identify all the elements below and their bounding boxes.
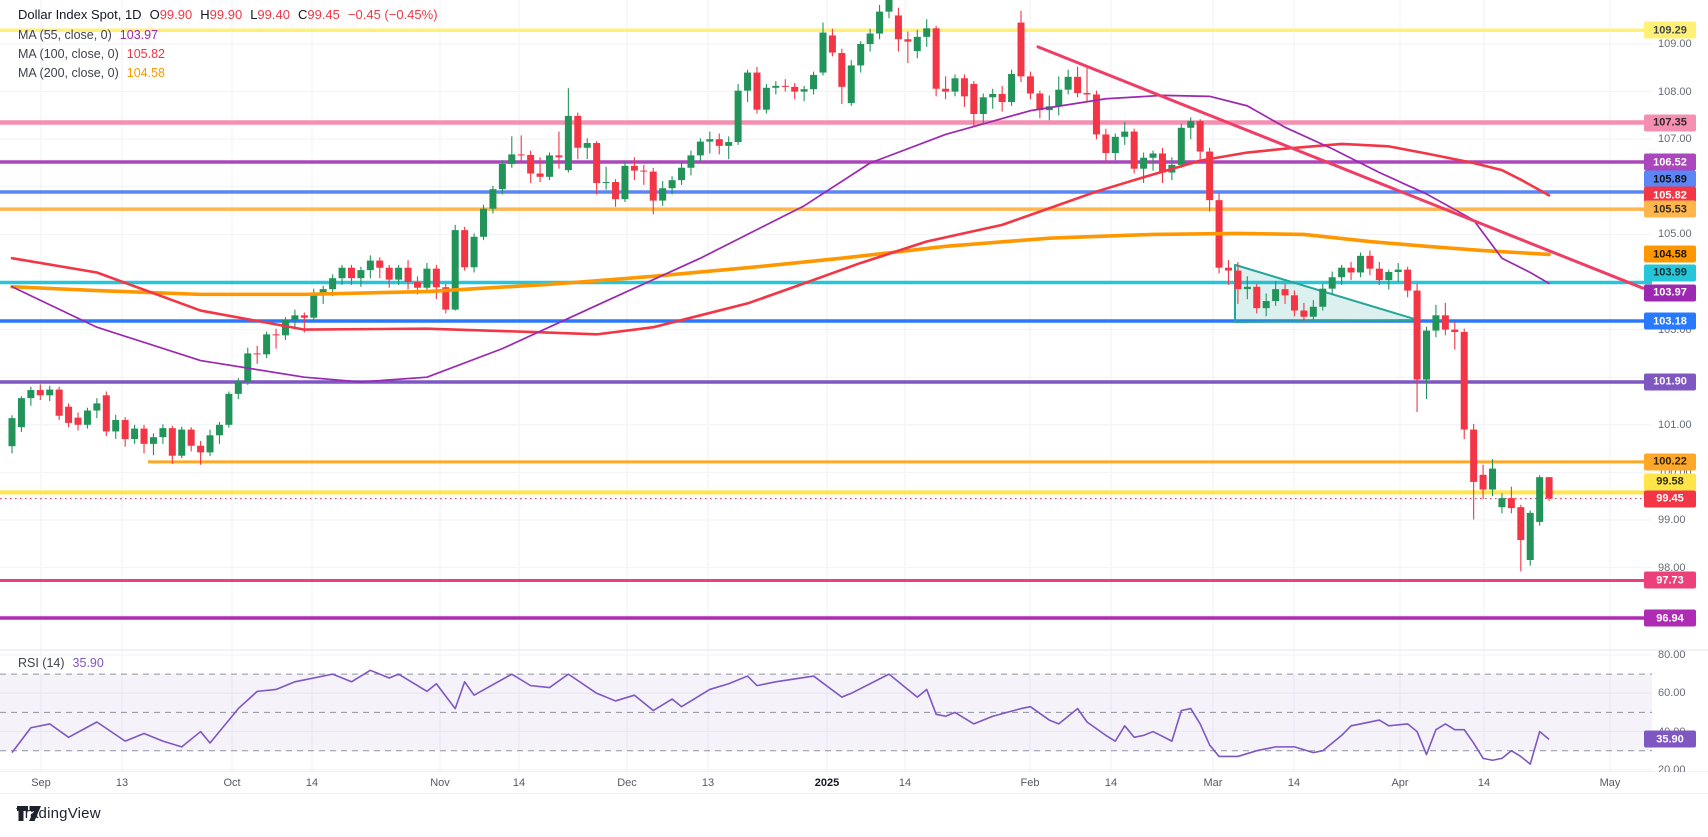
rsi-line bbox=[11, 669, 1550, 765]
time-tick: Nov bbox=[430, 776, 450, 789]
price-tick: 108.00 bbox=[1658, 85, 1692, 98]
time-tick: Mar bbox=[1203, 776, 1223, 789]
time-tick: Feb bbox=[1020, 776, 1040, 789]
time-tick: Dec bbox=[617, 776, 637, 789]
ohlc-open: O99.90 bbox=[149, 7, 193, 22]
trendline-drawing[interactable] bbox=[1036, 45, 1645, 290]
price-level-label: 103.99 bbox=[1644, 264, 1696, 282]
price-tick: 101.00 bbox=[1658, 418, 1692, 431]
time-tick: 13 bbox=[701, 776, 715, 789]
price-level-label: 107.35 bbox=[1644, 114, 1696, 132]
time-tick: 2025 bbox=[814, 776, 840, 789]
price-level-label: 109.29 bbox=[1644, 21, 1696, 39]
symbol-title-row[interactable]: Dollar Index Spot, 1D O99.90 H99.90 L99.… bbox=[18, 7, 438, 25]
ma200-value: 104.58 bbox=[126, 65, 165, 80]
price-level-label: 99.58 bbox=[1644, 473, 1696, 491]
rsi-legend-row[interactable]: RSI (14) 35.90 bbox=[18, 656, 104, 670]
price-tick: 98.00 bbox=[1658, 561, 1686, 574]
candlestick-series bbox=[8, 0, 1553, 572]
triangle-pattern-drawing[interactable] bbox=[1234, 263, 1419, 323]
time-tick: 14 bbox=[512, 776, 526, 789]
price-level-label: 104.58 bbox=[1644, 245, 1696, 263]
tradingview-logo-icon bbox=[17, 806, 41, 821]
price-tick: 105.00 bbox=[1658, 228, 1692, 241]
ma55-line bbox=[11, 94, 1550, 383]
time-tick: 14 bbox=[898, 776, 912, 789]
price-level-label: 103.97 bbox=[1644, 284, 1696, 302]
price-tick: 107.00 bbox=[1658, 133, 1692, 146]
rsi-tick: 60.00 bbox=[1658, 687, 1686, 700]
price-tick: 99.00 bbox=[1658, 514, 1686, 526]
rsi-value: 35.90 bbox=[72, 656, 104, 670]
ma100-label: MA (100, close, 0) bbox=[18, 46, 119, 61]
time-tick: 14 bbox=[305, 776, 319, 789]
price-level-label: 106.52 bbox=[1644, 153, 1696, 171]
price-level-label: 103.18 bbox=[1644, 312, 1696, 330]
ma200-legend-row[interactable]: MA (200, close, 0) 104.58 bbox=[18, 63, 438, 82]
price-tick: 109.00 bbox=[1658, 38, 1692, 50]
price-level-label: 99.45 bbox=[1644, 490, 1696, 508]
ma200-line bbox=[10, 231, 1551, 297]
rsi-label: RSI (14) bbox=[18, 656, 65, 670]
time-tick: 13 bbox=[115, 776, 129, 789]
time-tick: Apr bbox=[1391, 776, 1409, 789]
price-level-label: 105.82 bbox=[1644, 186, 1696, 204]
ma100-value: 105.82 bbox=[126, 46, 165, 61]
time-tick: May bbox=[1599, 776, 1621, 789]
ohlc-high: H99.90 bbox=[200, 7, 243, 22]
price-level-label: 100.22 bbox=[1644, 453, 1696, 471]
price-level-label: 101.90 bbox=[1644, 373, 1696, 391]
price-level-label: 97.73 bbox=[1644, 571, 1696, 589]
gridlines bbox=[0, 0, 1652, 772]
ma55-label: MA (55, close, 0) bbox=[18, 27, 112, 42]
ma100-legend-row[interactable]: MA (100, close, 0) 105.82 bbox=[18, 44, 438, 63]
symbol-title: Dollar Index Spot, 1D bbox=[18, 7, 142, 22]
time-tick: 14 bbox=[1477, 776, 1491, 789]
symbol-legend: Dollar Index Spot, 1D O99.90 H99.90 L99.… bbox=[18, 7, 438, 82]
ohlc-close: C99.45 bbox=[297, 7, 340, 22]
horizontal-price-lines[interactable] bbox=[0, 28, 1652, 620]
price-level-label: 105.89 bbox=[1644, 170, 1696, 188]
time-tick: Sep bbox=[31, 776, 51, 789]
ma55-value: 103.97 bbox=[119, 27, 159, 42]
price-axis[interactable]: 109.00 108.00 107.00 105.00 103.00 101.00 100.… bbox=[1644, 0, 1708, 793]
time-tick: Oct bbox=[223, 776, 241, 789]
rsi-value-label: 35.90 bbox=[1644, 730, 1696, 748]
time-tick: 14 bbox=[1104, 776, 1118, 789]
time-tick: 14 bbox=[1287, 776, 1301, 789]
ma200-label: MA (200, close, 0) bbox=[18, 65, 119, 80]
ma55-legend-row[interactable]: MA (55, close, 0) 103.97 bbox=[18, 25, 438, 44]
price-level-label: 96.94 bbox=[1644, 609, 1696, 627]
ohlc-low: L99.40 bbox=[250, 7, 290, 22]
tradingview-logo[interactable]: TradingView bbox=[16, 805, 101, 822]
time-axis[interactable]: Sep 13 Oct 14 Nov 14 Dec 13 2025 14 Feb 14 Mar 14 Apr 1… bbox=[0, 772, 1708, 793]
ma100-line bbox=[10, 142, 1551, 336]
price-level-label: 105.53 bbox=[1644, 200, 1696, 218]
change-value: −0.45 (−0.45%) bbox=[347, 7, 438, 22]
rsi-tick: 80.00 bbox=[1658, 649, 1686, 661]
